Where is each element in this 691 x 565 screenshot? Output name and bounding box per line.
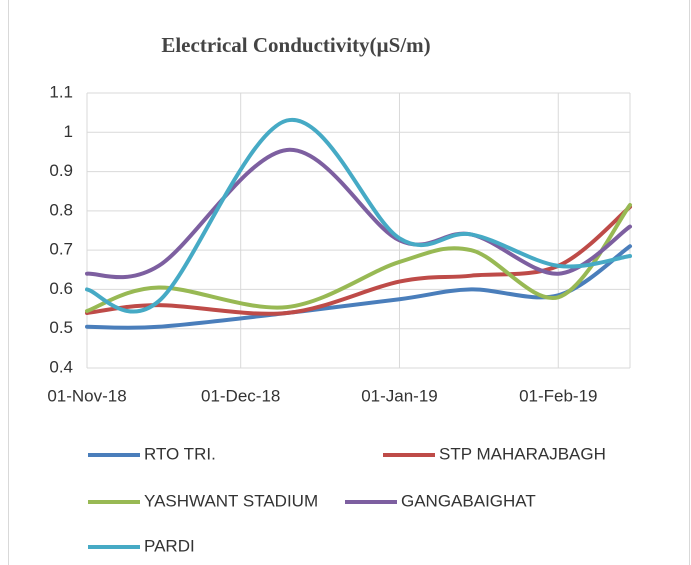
chart-border [8, 0, 690, 565]
y-tick-label: 0.4 [49, 357, 73, 376]
legend-label: STP MAHARAJBAGH [439, 444, 606, 463]
y-tick-label: 0.9 [49, 161, 73, 180]
y-tick-label: 1.1 [49, 82, 73, 101]
y-tick-label: 1 [64, 122, 73, 141]
x-tick-label: 01-Dec-18 [201, 386, 280, 405]
y-tick-label: 0.7 [49, 240, 73, 259]
line-series [85, 118, 632, 314]
x-tick-label: 01-Nov-18 [47, 386, 126, 405]
y-tick-label: 0.6 [49, 279, 73, 298]
y-tick-label: 0.5 [49, 318, 73, 337]
x-tick-label: 01-Feb-19 [519, 386, 597, 405]
legend-label: YASHWANT STADIUM [144, 491, 318, 510]
legend-label: PARDI [144, 536, 195, 555]
line-series [85, 202, 632, 314]
legend-label: RTO TRI. [144, 444, 216, 463]
line-series [85, 147, 632, 280]
chart-title: Electrical Conductivity(µS/m) [161, 33, 430, 57]
y-tick-label: 0.8 [49, 200, 73, 219]
x-tick-label: 01-Jan-19 [361, 386, 438, 405]
legend-label: GANGABAIGHAT [401, 491, 536, 510]
